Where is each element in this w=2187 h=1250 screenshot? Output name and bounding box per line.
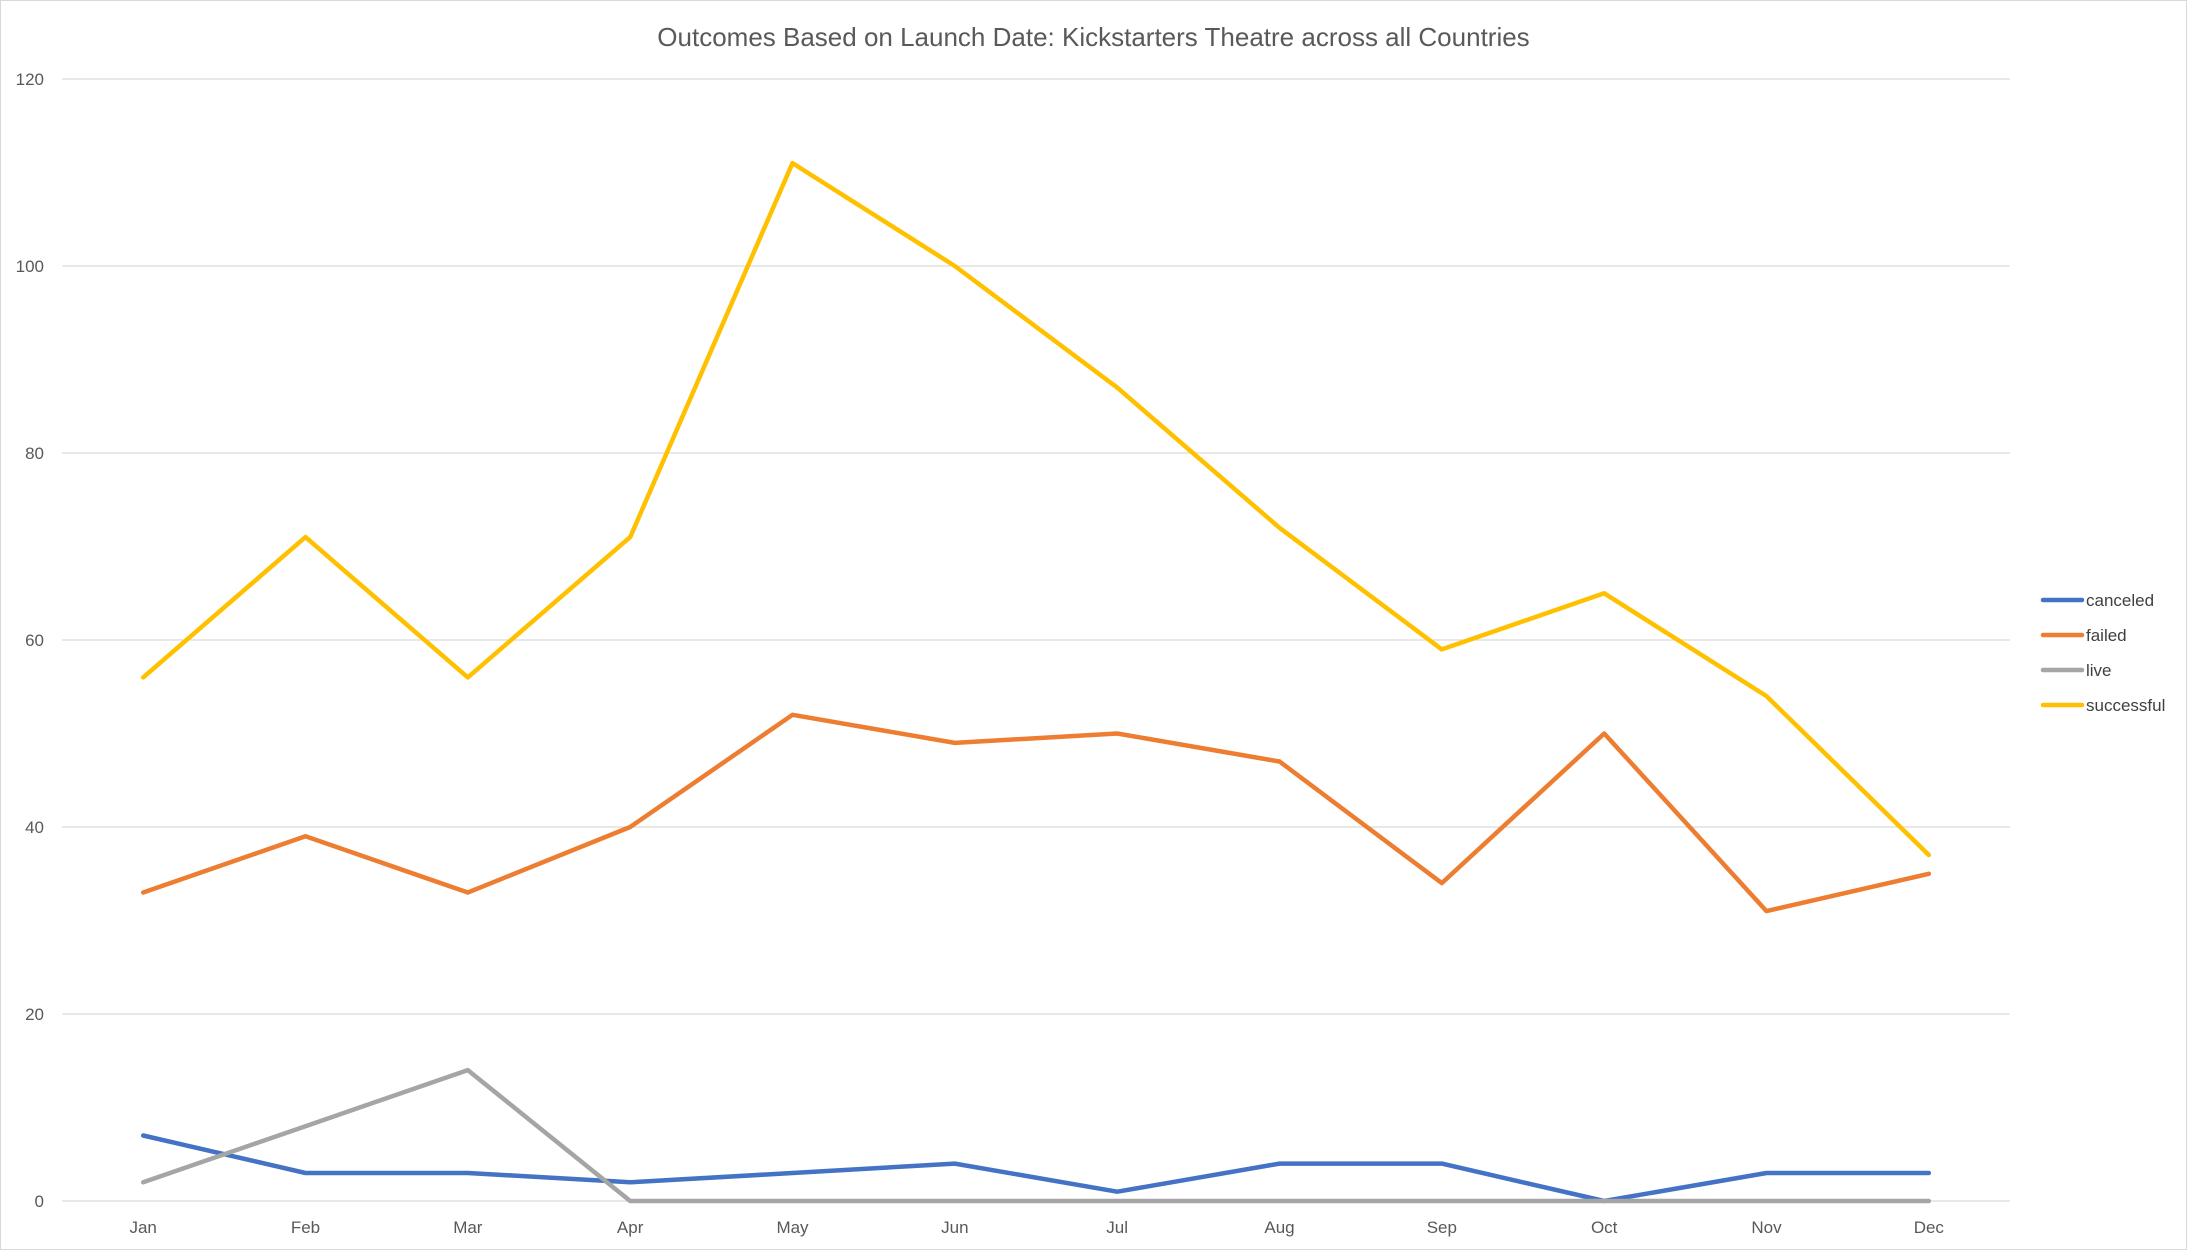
x-axis-ticks: Jan Feb Mar Apr May Jun Jul Aug Sep Oct Nov Dec bbox=[129, 1218, 1944, 1237]
legend-item-successful: successful bbox=[2040, 696, 2165, 715]
legend: canceled failed live successful bbox=[2040, 591, 2165, 715]
y-tick-label: 80 bbox=[25, 444, 44, 463]
x-tick-label: Apr bbox=[617, 1218, 644, 1237]
x-tick-label: May bbox=[776, 1218, 809, 1237]
x-tick-label: Sep bbox=[1427, 1218, 1457, 1237]
x-tick-label: Jun bbox=[941, 1218, 968, 1237]
x-tick-label: Jan bbox=[129, 1218, 156, 1237]
gridlines bbox=[62, 78, 2010, 1202]
x-tick-label: Jul bbox=[1106, 1218, 1128, 1237]
x-tick-label: Feb bbox=[291, 1218, 320, 1237]
legend-item-live: live bbox=[2040, 661, 2112, 680]
series-line-canceled bbox=[140, 1133, 1932, 1204]
series-line-live bbox=[140, 1067, 1932, 1204]
series-line-failed bbox=[140, 712, 1932, 914]
chart-title: Outcomes Based on Launch Date: Kickstart… bbox=[657, 22, 1529, 52]
x-tick-label: Oct bbox=[1591, 1218, 1618, 1237]
y-tick-label: 0 bbox=[35, 1192, 44, 1211]
y-tick-label: 60 bbox=[25, 631, 44, 650]
x-tick-label: Nov bbox=[1751, 1218, 1782, 1237]
y-tick-label: 120 bbox=[16, 70, 44, 89]
y-tick-label: 100 bbox=[16, 257, 44, 276]
series-line-successful bbox=[140, 160, 1932, 858]
x-tick-label: Dec bbox=[1914, 1218, 1945, 1237]
legend-label: canceled bbox=[2086, 591, 2154, 610]
legend-label: live bbox=[2086, 661, 2112, 680]
x-tick-label: Aug bbox=[1264, 1218, 1294, 1237]
legend-label: failed bbox=[2086, 626, 2127, 645]
legend-item-failed: failed bbox=[2040, 626, 2127, 645]
legend-item-canceled: canceled bbox=[2040, 591, 2154, 610]
x-tick-label: Mar bbox=[453, 1218, 483, 1237]
y-tick-label: 20 bbox=[25, 1005, 44, 1024]
legend-label: successful bbox=[2086, 696, 2165, 715]
series-lines bbox=[140, 160, 1932, 1204]
y-tick-label: 40 bbox=[25, 818, 44, 837]
y-axis-ticks: 0 20 40 60 80 100 120 bbox=[16, 70, 44, 1211]
